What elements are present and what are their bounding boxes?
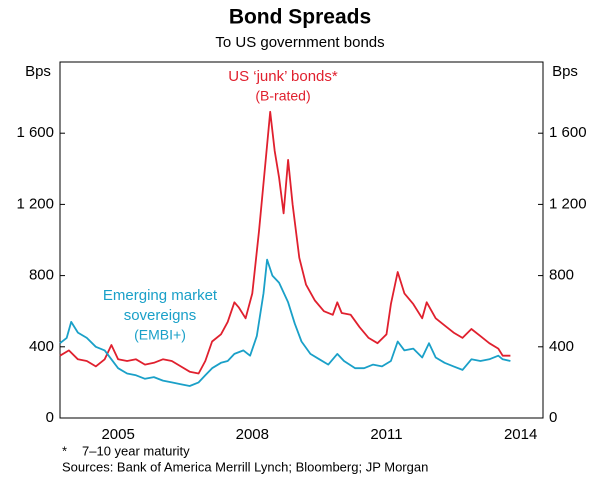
y-tick-label: 1 600	[16, 124, 54, 141]
x-tick-label: 2008	[236, 426, 269, 443]
y2-tick-label: 0	[549, 409, 557, 426]
y2-tick-label: 1 200	[549, 195, 587, 212]
series-label: sovereigns	[124, 307, 197, 324]
series-line	[59, 258, 511, 387]
source: Sources: Bank of America Merrill Lynch; …	[62, 459, 428, 474]
x-tick-label: 2005	[101, 426, 134, 443]
series-label: (B-rated)	[255, 88, 310, 104]
footnote: 7–10 year maturity	[82, 443, 190, 458]
x-tick-label: 2011	[370, 426, 402, 443]
series-label: Emerging market	[103, 287, 218, 304]
y2-tick-label: 800	[549, 267, 574, 284]
y-tick-label: 800	[29, 267, 54, 284]
y-tick-label: 0	[46, 409, 54, 426]
plot-frame	[59, 61, 544, 419]
series-label: US ‘junk’ bonds*	[228, 68, 338, 85]
y-tick-label: 400	[29, 338, 54, 355]
y-tick-label: 1 200	[16, 195, 54, 212]
y2-tick-label: 400	[549, 338, 574, 355]
series-line	[59, 110, 511, 375]
series-label: (EMBI+)	[134, 327, 186, 343]
chart-title: Bond Spreads	[229, 6, 371, 29]
footnote-mark: *	[62, 443, 67, 458]
y2-axis-label: Bps	[552, 63, 578, 80]
chart-subtitle: To US government bonds	[215, 34, 384, 51]
x-tick-label: 2014	[504, 426, 537, 443]
y2-tick-label: 1 600	[549, 124, 587, 141]
y-axis-label: Bps	[25, 63, 51, 80]
